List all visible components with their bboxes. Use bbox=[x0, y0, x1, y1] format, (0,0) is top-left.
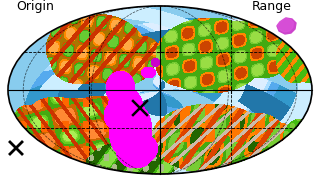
Polygon shape bbox=[277, 18, 294, 32]
Text: Range: Range bbox=[252, 0, 292, 13]
Polygon shape bbox=[277, 18, 296, 34]
Text: Origin: Origin bbox=[16, 0, 54, 13]
